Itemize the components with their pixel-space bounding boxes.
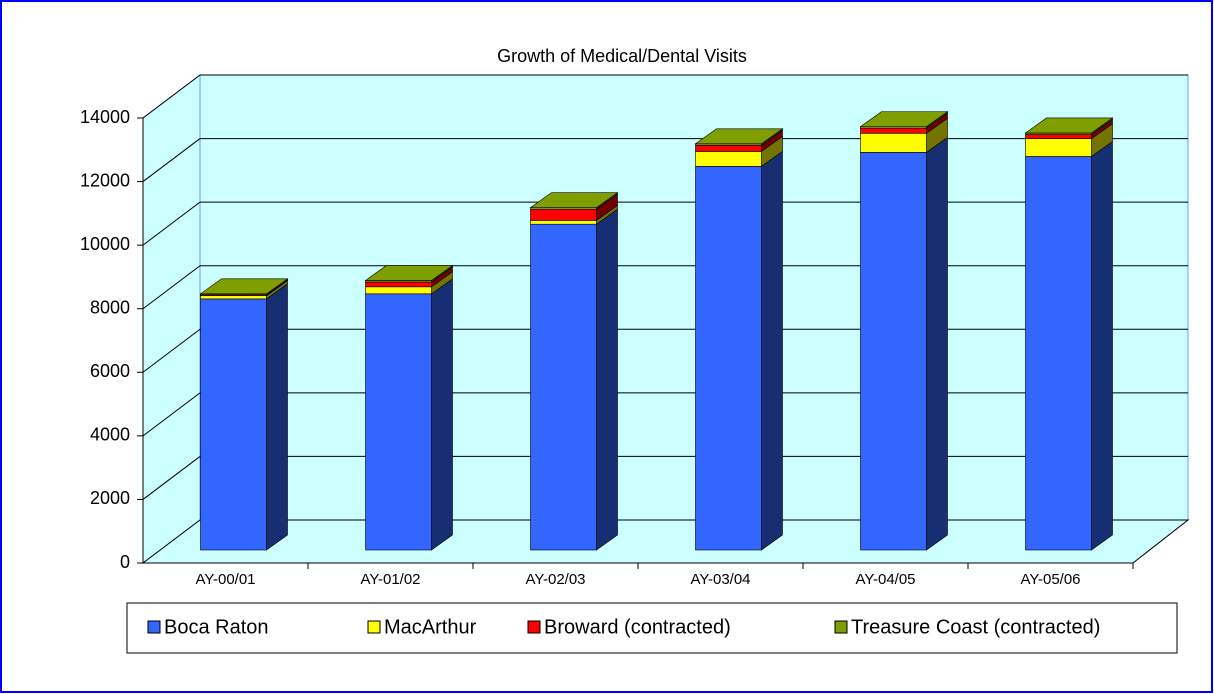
bar-side	[761, 150, 783, 551]
bar-side	[1091, 140, 1113, 551]
grid-line	[142, 201, 201, 246]
bar-side	[596, 208, 618, 551]
bar-segment	[860, 152, 927, 551]
x-tick-label: AY-00/01	[195, 571, 255, 588]
legend-label: Boca Raton	[164, 616, 269, 638]
y-tick-label: 4000	[90, 425, 130, 445]
bar-segment	[365, 293, 432, 551]
bar-segment	[365, 286, 432, 295]
bar-segment	[530, 223, 597, 551]
chart-title: Growth of Medical/Dental Visits	[497, 46, 747, 66]
bar-segment	[860, 127, 927, 134]
x-tick-label: AY-01/02	[360, 571, 420, 588]
legend-swatch	[834, 620, 848, 634]
bar-segment	[860, 132, 927, 153]
y-tick-label: 2000	[90, 488, 130, 508]
x-tick-label: AY-04/05	[855, 571, 915, 588]
bar-segment	[695, 145, 762, 152]
y-tick-label: 0	[120, 552, 130, 572]
y-tick-label: 14000	[80, 107, 130, 127]
bar-segment	[1025, 138, 1092, 157]
bar-segment	[365, 281, 432, 288]
bar-segment	[695, 166, 762, 551]
legend-swatch	[367, 620, 381, 634]
bar-segment	[530, 220, 597, 225]
bar-side	[266, 283, 288, 551]
bar-top	[364, 265, 454, 281]
bar-top	[529, 192, 619, 208]
legend-swatch	[147, 620, 161, 634]
bar-side	[431, 278, 453, 551]
bar-top	[199, 278, 289, 295]
grid-line	[142, 265, 201, 310]
y-tick-label: 8000	[90, 297, 130, 317]
x-tick-label: AY-03/04	[690, 571, 750, 588]
legend-label: Treasure Coast (contracted)	[851, 616, 1100, 638]
bar-segment	[200, 298, 267, 551]
grid-line	[142, 392, 201, 437]
legend-label: MacArthur	[384, 616, 477, 638]
bar-top	[1024, 117, 1114, 134]
bar-top	[859, 111, 949, 127]
left-wall	[142, 73, 201, 565]
grid-line	[142, 456, 201, 500]
legend	[126, 602, 1178, 654]
bar-segment	[695, 151, 762, 167]
legend-swatch	[527, 620, 541, 634]
x-tick-label: AY-05/06	[1020, 571, 1080, 588]
grid-line	[142, 328, 201, 373]
bar-side	[926, 136, 948, 551]
bar-top	[694, 128, 784, 145]
y-tick-label: 12000	[80, 170, 130, 190]
bar-segment	[1025, 156, 1092, 551]
bar-segment	[1025, 134, 1092, 139]
grid-line	[142, 74, 201, 119]
y-tick-label: 10000	[80, 234, 130, 254]
y-tick-label: 6000	[90, 361, 130, 381]
x-tick-label: AY-02/03	[525, 571, 585, 588]
grid-line	[142, 138, 201, 182]
legend-label: Broward (contracted)	[544, 616, 731, 638]
back-wall	[199, 74, 1189, 521]
bar-segment	[530, 208, 597, 221]
bar-segment	[200, 295, 267, 300]
